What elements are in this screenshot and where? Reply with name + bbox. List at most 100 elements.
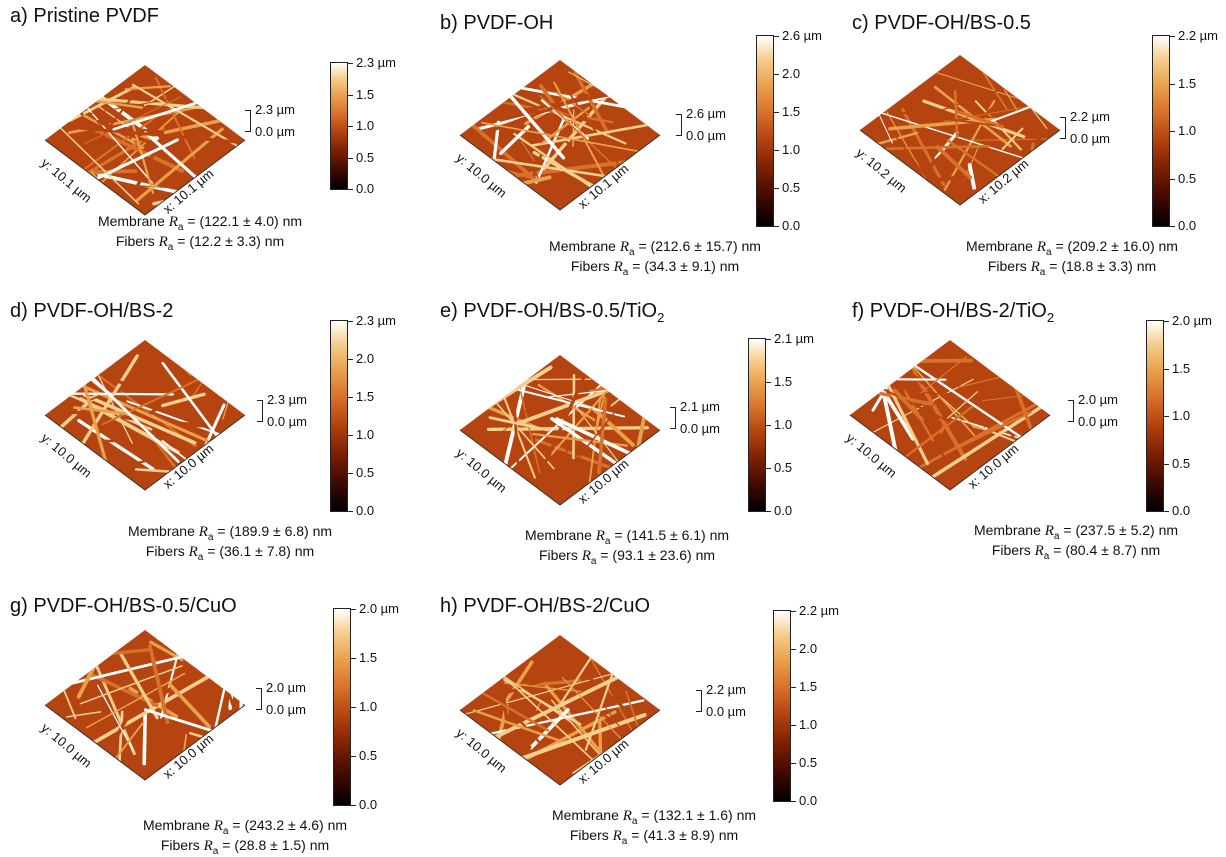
fibers-label: Fibers: [146, 543, 185, 559]
panel-title: h) PVDF-OH/BS-2/CuO: [440, 595, 650, 618]
z-scale-bracket: [696, 690, 702, 712]
ra-subscript: a: [1044, 551, 1050, 562]
membrane-ra-value: = (243.2 ± 4.6) nm: [232, 817, 347, 833]
fibers-label: Fibers: [539, 547, 578, 563]
ra-subscript: a: [623, 267, 629, 278]
fibers-ra-value: = (34.3 ± 9.1) nm: [632, 258, 739, 274]
ra-symbol: R: [204, 838, 213, 854]
panel-title: b) PVDF-OH: [440, 12, 553, 35]
ra-subscript: a: [168, 242, 174, 253]
fiber: [189, 652, 229, 671]
fiber: [573, 375, 574, 458]
colorbar-tick-label: 1.0: [348, 118, 374, 133]
afm-3d-surface: [455, 625, 665, 795]
colorbar-tick-label: 0.5: [791, 755, 817, 770]
fibers-label: Fibers: [988, 258, 1027, 274]
ra-symbol: R: [623, 808, 632, 824]
panel-sample-name: PVDF-OH/BS-2/CuO: [463, 595, 650, 617]
panel-letter: c): [852, 12, 869, 34]
colorbar-tick-label: 2.0: [348, 351, 374, 366]
fibers-label: Fibers: [571, 258, 610, 274]
panel-title: c) PVDF-OH/BS-0.5: [852, 12, 1031, 35]
fiber: [241, 678, 242, 743]
colorbar-tick-label: 0.0: [791, 793, 817, 808]
colorbar-tick-label: 1.0: [791, 717, 817, 732]
fiber: [195, 469, 228, 471]
fiber: [69, 394, 173, 395]
z-scale-min: 0.0 µm: [267, 414, 307, 429]
membrane-roughness-line: Membrane Ra = (189.9 ± 6.8) nm: [110, 523, 350, 543]
membrane-roughness-line: Membrane Ra = (237.5 ± 5.2) nm: [956, 522, 1196, 542]
colorbar-tick-label: 0.0: [1170, 218, 1196, 233]
z-scale-max: 2.2 µm: [706, 682, 746, 697]
colorbar-tick-label: 1.5: [351, 650, 377, 665]
fibers-roughness-line: Fibers Ra = (41.3 ± 8.9) nm: [534, 827, 774, 847]
membrane-label: Membrane: [974, 522, 1041, 538]
ra-subscript: a: [213, 846, 219, 857]
membrane-ra-value: = (237.5 ± 5.2) nm: [1063, 522, 1178, 538]
z-scale-bracket: [1068, 400, 1074, 422]
panel-sample-name: PVDF-OH: [463, 12, 553, 34]
panel-sample-name: Pristine PVDF: [33, 5, 159, 27]
fibers-roughness-line: Fibers Ra = (12.2 ± 3.3) nm: [80, 233, 320, 253]
colorbar-tick-label: 1.5: [348, 87, 374, 102]
panel-letter: b): [440, 12, 458, 34]
fibers-label: Fibers: [570, 827, 609, 843]
panel-subscript: 2: [1047, 310, 1054, 325]
ra-subscript: a: [208, 532, 214, 543]
fiber: [512, 709, 630, 710]
panel-sample-name: PVDF-OH/BS-2/TiO: [870, 300, 1047, 322]
afm-3d-surface: [455, 50, 665, 220]
colorbar-tick-label: 2.3 µm: [348, 313, 396, 328]
ra-subscript: a: [632, 816, 638, 827]
panel-letter: f): [852, 300, 864, 322]
colorbar-tick-label: 0.0: [351, 797, 377, 812]
ra-subscript: a: [622, 836, 628, 847]
membrane-ra-value: = (132.1 ± 1.6) nm: [641, 807, 756, 823]
ra-symbol: R: [1035, 543, 1044, 559]
z-scale-min: 0.0 µm: [686, 128, 726, 143]
colorbar-tick-label: 0.0: [348, 503, 374, 518]
ra-subscript: a: [591, 556, 597, 567]
fiber: [228, 456, 243, 471]
membrane-label: Membrane: [549, 238, 616, 254]
membrane-roughness-line: Membrane Ra = (141.5 ± 6.1) nm: [507, 527, 747, 547]
colorbar-tick-label: 2.0 µm: [351, 601, 399, 616]
colorbar-tick-label: 2.3 µm: [348, 55, 396, 70]
colorbar-tick-label: 0.5: [1164, 456, 1190, 471]
panel-title: f) PVDF-OH/BS-2/TiO2: [852, 300, 1054, 325]
membrane-ra-value: = (189.9 ± 6.8) nm: [217, 523, 332, 539]
afm-3d-surface: [855, 45, 1065, 215]
colorbar-tick-label: 2.6 µm: [774, 28, 822, 43]
fibers-label: Fibers: [116, 233, 155, 249]
panel-title: a) Pristine PVDF: [10, 5, 159, 28]
fibers-roughness-line: Fibers Ra = (28.8 ± 1.5) nm: [125, 837, 365, 857]
colorbar-tick-label: 1.0: [766, 417, 792, 432]
ra-symbol: R: [582, 548, 591, 564]
afm-3d-surface: [455, 345, 665, 515]
fibers-ra-value: = (93.1 ± 23.6) nm: [600, 547, 715, 563]
panel-letter: e): [440, 300, 458, 322]
colorbar-tick-label: 1.5: [348, 389, 374, 404]
fiber: [611, 376, 649, 406]
colorbar-tick-label: 2.0 µm: [1164, 313, 1212, 328]
ra-subscript: a: [198, 552, 204, 563]
z-scale-max: 2.3 µm: [267, 392, 307, 407]
panel-sample-name: PVDF-OH/BS-0.5/TiO: [463, 300, 657, 322]
z-scale-max: 2.2 µm: [1070, 109, 1110, 124]
fiber: [62, 84, 83, 115]
z-scale-bracket: [245, 110, 251, 132]
z-scale-bracket: [256, 688, 262, 710]
panel-letter: g): [10, 595, 28, 617]
ra-symbol: R: [214, 818, 223, 834]
ra-symbol: R: [159, 234, 168, 250]
fibers-label: Fibers: [992, 542, 1031, 558]
membrane-label: Membrane: [143, 817, 210, 833]
ra-symbol: R: [1031, 259, 1040, 275]
